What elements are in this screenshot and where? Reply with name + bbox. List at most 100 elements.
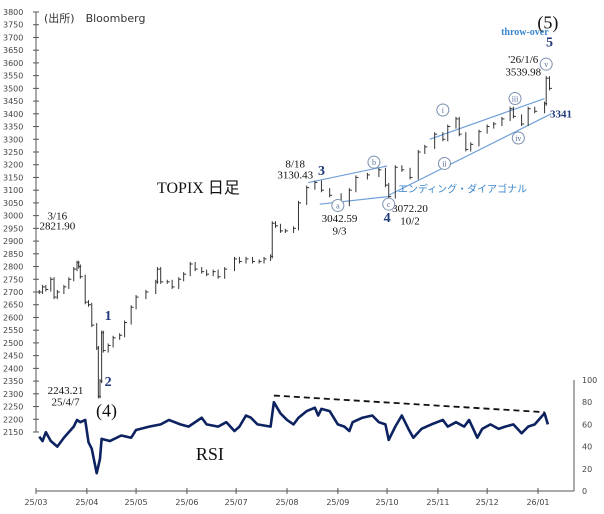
annotation-label: 9/3 (332, 226, 347, 238)
wave-circle-icon (436, 103, 450, 117)
price-tick-label: 3250 (3, 148, 23, 157)
price-tick-label: 3050 (3, 199, 23, 208)
x-tick-label: 25/08 (275, 498, 298, 507)
annotation-label: (5) (537, 13, 558, 34)
annotation-label: (4) (96, 401, 117, 422)
annotation-label: 25/4/7 (51, 396, 80, 408)
wave-circle-icon (382, 197, 396, 211)
x-tick-label: 26/01 (526, 498, 549, 507)
price-tick-label: 2550 (3, 326, 23, 335)
price-tick-label: 3450 (3, 97, 23, 106)
annotation-label: エンディング・ダイアゴナル (398, 183, 527, 196)
annotation-label: 3/16 (48, 210, 68, 222)
rsi-tick-label: 100 (582, 376, 597, 385)
price-tick-label: 2650 (3, 301, 23, 310)
price-tick-label: 2350 (3, 377, 23, 386)
annotation-label: 2243.21 (48, 385, 84, 397)
annotation-label: 4 (384, 211, 391, 226)
price-tick-label: 2300 (3, 390, 23, 399)
x-tick-label: 25/03 (24, 498, 47, 507)
price-tick-label: 3150 (3, 173, 23, 182)
price-tick-label: 2800 (3, 263, 23, 272)
wave-circle-label: ii (442, 159, 447, 168)
x-tick-label: 25/05 (125, 498, 148, 507)
price-tick-label: 3500 (3, 84, 23, 93)
wave-circle-icon (437, 156, 451, 170)
annotation-label: 3539.98 (505, 67, 541, 79)
price-tick-label: 3750 (3, 21, 23, 30)
wave-circle-icon (508, 92, 522, 106)
wave-circle-icon (367, 155, 381, 169)
wave-circle-label: iii (512, 95, 519, 104)
price-tick-label: 2700 (3, 288, 23, 297)
price-tick-label: 3650 (3, 46, 23, 55)
x-tick-label: 25/06 (175, 498, 198, 507)
rsi-tick-label: 80 (582, 398, 592, 407)
annotation-label: 2 (105, 375, 112, 390)
price-tick-label: 3600 (3, 59, 23, 68)
price-tick-label: 3300 (3, 135, 23, 144)
wave-circle-icon (539, 57, 553, 71)
price-tick-label: 2150 (3, 428, 23, 437)
annotation-label: 5 (546, 35, 553, 50)
price-tick-label: 3100 (3, 186, 23, 195)
rsi-trendline (273, 394, 545, 414)
annotation-label: '26/1/6 (508, 54, 539, 66)
price-tick-label: 3700 (3, 33, 23, 42)
price-tick-label: 3800 (3, 8, 23, 17)
price-tick-label: 3400 (3, 110, 23, 119)
annotation-label: 3130.43 (277, 170, 313, 182)
annotation-label: 3072.20 (392, 203, 428, 215)
x-tick-label: 25/04 (75, 498, 98, 507)
price-tick-label: 2250 (3, 403, 23, 412)
rsi-tick-label: 40 (582, 443, 592, 452)
price-tick-label: 3350 (3, 123, 23, 132)
annotation-label: 8/18 (285, 158, 305, 170)
x-tick-label: 25/10 (376, 498, 399, 507)
x-tick-label: 25/09 (326, 498, 349, 507)
price-tick-label: 3200 (3, 161, 23, 170)
price-tick-label: 2900 (3, 237, 23, 246)
rsi-tick-label: 20 (582, 465, 592, 474)
price-tick-label: 3000 (3, 212, 23, 221)
x-tick-label: 25/07 (225, 498, 248, 507)
x-tick-label: 25/12 (476, 498, 499, 507)
annotation-label: 2821.90 (39, 221, 75, 233)
wave-circle-label: i (442, 106, 445, 115)
annotation-label: 1 (105, 309, 112, 324)
wave-circle-icon (511, 131, 525, 145)
price-tick-label: 2450 (3, 352, 23, 361)
channel-line (429, 97, 545, 140)
rsi-tick-label: 60 (582, 420, 592, 429)
wave-circle-label: iv (515, 134, 521, 143)
channel-line (308, 165, 388, 184)
channel-line (319, 195, 389, 205)
price-tick-label: 3550 (3, 72, 23, 81)
price-tick-label: 2750 (3, 275, 23, 284)
annotation-label: throw-over (501, 27, 549, 38)
source-label: (出所) Bloomberg (44, 11, 145, 25)
wave-circle-icon (331, 198, 345, 212)
rsi-tick-label: 0 (582, 487, 587, 496)
rsi-line (38, 400, 550, 475)
wave-circle-label: c (387, 200, 391, 209)
price-tick-label: 2950 (3, 224, 23, 233)
annotation-label: RSI (196, 444, 224, 464)
price-tick-label: 2200 (3, 415, 23, 424)
price-tick-label: 2600 (3, 313, 23, 322)
wave-circle-label: b (372, 158, 376, 167)
price-tick-label: 2850 (3, 250, 23, 259)
wave-circle-label: v (544, 60, 548, 69)
channel-line (388, 113, 552, 196)
price-tick-label: 2500 (3, 339, 23, 348)
annotation-label: 10/2 (400, 216, 420, 228)
wave-circle-label: a (336, 201, 340, 210)
price-tick-label: 2400 (3, 364, 23, 373)
annotation-label: 3 (318, 164, 325, 179)
x-tick-label: 25/11 (426, 498, 449, 507)
annotation-label: 3042.59 (322, 213, 358, 225)
annotation-label: 3341 (550, 109, 572, 121)
chart-title: TOPIX 日足 (157, 180, 240, 197)
